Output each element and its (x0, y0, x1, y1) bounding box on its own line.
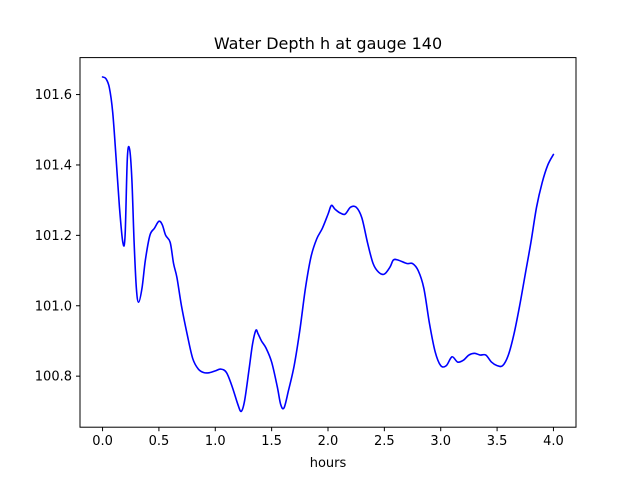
x-tick-label: 4.0 (543, 434, 564, 449)
y-tick-label: 101.6 (35, 88, 72, 103)
chart-title: Water Depth h at gauge 140 (214, 34, 442, 53)
water-depth-line (101, 76, 555, 413)
x-tick-label: 2.5 (374, 434, 395, 449)
y-tick-label: 101.4 (35, 158, 72, 173)
plot-area (79, 57, 577, 428)
y-axis: 100.8 101.0 101.2 101.4 101.6 (35, 88, 80, 385)
x-tick-label: 3.5 (487, 434, 508, 449)
x-tick-label: 0.5 (149, 434, 170, 449)
x-tick-label: 0.0 (92, 434, 113, 449)
x-axis: 0.0 0.5 1.0 1.5 2.0 2.5 3.0 3.5 4.0 (92, 427, 564, 449)
y-tick-label: 101.0 (35, 299, 72, 314)
x-tick-label: 1.5 (261, 434, 282, 449)
x-axis-label: hours (310, 456, 347, 471)
y-tick-label: 101.2 (35, 229, 72, 244)
plot-frame (79, 57, 577, 428)
y-tick-label: 100.8 (35, 370, 72, 385)
x-tick-label: 1.0 (205, 434, 226, 449)
x-tick-label: 3.0 (430, 434, 451, 449)
x-tick-label: 2.0 (318, 434, 339, 449)
